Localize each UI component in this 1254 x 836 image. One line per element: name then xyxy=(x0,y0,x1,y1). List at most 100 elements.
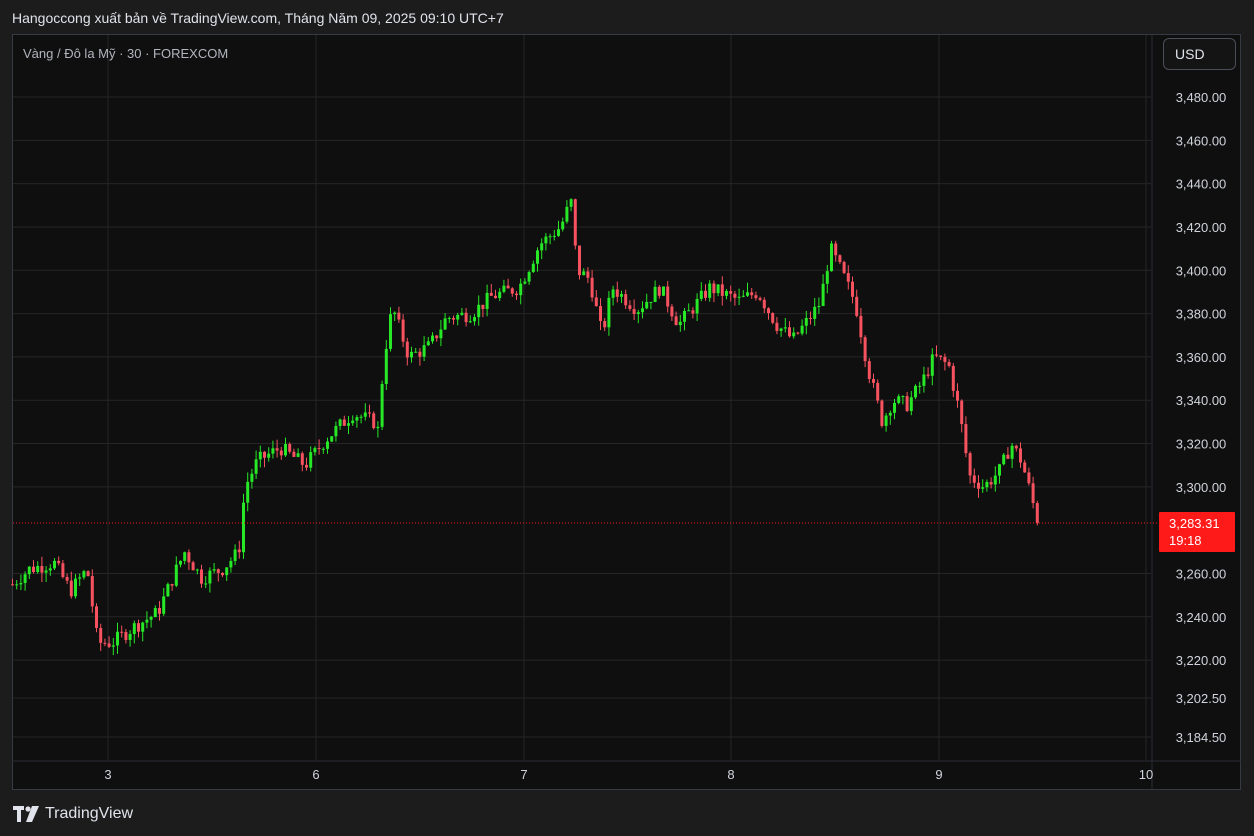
candle-body xyxy=(36,565,40,573)
candle-body xyxy=(741,295,745,297)
candle-body xyxy=(422,345,426,357)
candle xyxy=(888,410,892,425)
candle xyxy=(821,274,825,307)
candle-body xyxy=(90,576,94,607)
candle xyxy=(393,311,397,322)
brand-link[interactable]: TradingView xyxy=(13,805,133,823)
candle-body xyxy=(132,623,136,634)
candle-body xyxy=(548,236,552,238)
candle xyxy=(48,564,52,576)
candle xyxy=(477,295,481,326)
candle-body xyxy=(368,412,372,414)
time-tick-label: 3 xyxy=(104,767,111,782)
candle xyxy=(460,307,464,316)
candle-body xyxy=(170,584,174,586)
candle xyxy=(221,572,225,577)
candle-body xyxy=(69,580,73,597)
candle-body xyxy=(527,272,531,282)
candle-body xyxy=(788,327,792,337)
candle xyxy=(78,573,82,587)
candle-body xyxy=(162,596,166,614)
candle-body xyxy=(426,341,430,346)
candle xyxy=(111,637,115,656)
candle xyxy=(19,574,23,591)
candle-body xyxy=(800,325,804,334)
candles xyxy=(11,198,1039,656)
candle xyxy=(939,355,943,361)
candle xyxy=(36,561,40,574)
footer xyxy=(0,792,1254,836)
candle-body xyxy=(502,285,506,292)
candle-body xyxy=(359,416,363,418)
candle xyxy=(611,285,615,306)
candle xyxy=(926,367,930,379)
candle xyxy=(145,611,149,629)
candle xyxy=(519,278,523,305)
candle-body xyxy=(267,453,271,458)
candle-body xyxy=(1006,454,1010,459)
candle xyxy=(607,291,611,336)
candle xyxy=(657,285,661,299)
currency-button[interactable]: USD xyxy=(1163,38,1236,70)
candle xyxy=(132,620,136,644)
candle-body xyxy=(242,502,246,553)
candle-body xyxy=(544,236,548,244)
price-tick-label: 3,240.00 xyxy=(1176,610,1227,625)
candle-body xyxy=(342,419,346,426)
candle-body xyxy=(32,566,36,573)
candle xyxy=(893,398,897,420)
candle xyxy=(414,347,418,353)
candle xyxy=(99,623,103,652)
price-line-layer: 3,283.31 19:18 xyxy=(13,511,1235,552)
candle-body xyxy=(187,552,191,563)
candle xyxy=(137,619,141,638)
candle xyxy=(956,383,960,408)
candle-body xyxy=(733,293,737,298)
candle xyxy=(1014,444,1018,452)
candle xyxy=(733,290,737,306)
candle-body xyxy=(989,482,993,485)
candle-body xyxy=(166,584,170,597)
candle xyxy=(750,288,754,299)
candle-body xyxy=(746,292,750,296)
price-tick-label: 3,460.00 xyxy=(1176,133,1227,148)
candle xyxy=(825,264,829,294)
candle xyxy=(422,336,426,362)
candle xyxy=(746,282,750,297)
candle-body xyxy=(695,298,699,314)
candle-body xyxy=(657,286,661,296)
candle xyxy=(502,279,506,294)
candle xyxy=(418,348,422,366)
chart-panel[interactable] xyxy=(12,34,1241,790)
candle xyxy=(737,288,741,306)
candle-body xyxy=(246,481,250,503)
candle xyxy=(960,399,964,433)
candle xyxy=(855,289,859,318)
candle-body xyxy=(573,199,577,246)
candle-body xyxy=(968,453,972,476)
candle-body xyxy=(338,419,342,426)
candle xyxy=(120,625,124,638)
candle-body xyxy=(821,283,825,307)
candle xyxy=(851,276,855,304)
bar-countdown-label: 19:18 xyxy=(1169,533,1202,548)
candle-body xyxy=(330,436,334,442)
candle-body xyxy=(888,412,892,416)
candle xyxy=(309,446,313,472)
candle xyxy=(578,245,582,280)
candle xyxy=(347,416,351,435)
candle xyxy=(624,289,628,309)
candle-body xyxy=(683,310,687,322)
candle-body xyxy=(284,444,288,456)
candle xyxy=(305,457,309,471)
candle-body xyxy=(418,351,422,357)
candle xyxy=(494,289,498,299)
candle-body xyxy=(922,374,926,386)
candle xyxy=(998,463,1002,484)
candle xyxy=(288,442,292,454)
candle xyxy=(65,573,69,585)
candle xyxy=(796,331,800,335)
candle-body xyxy=(636,312,640,314)
candle xyxy=(729,285,733,302)
